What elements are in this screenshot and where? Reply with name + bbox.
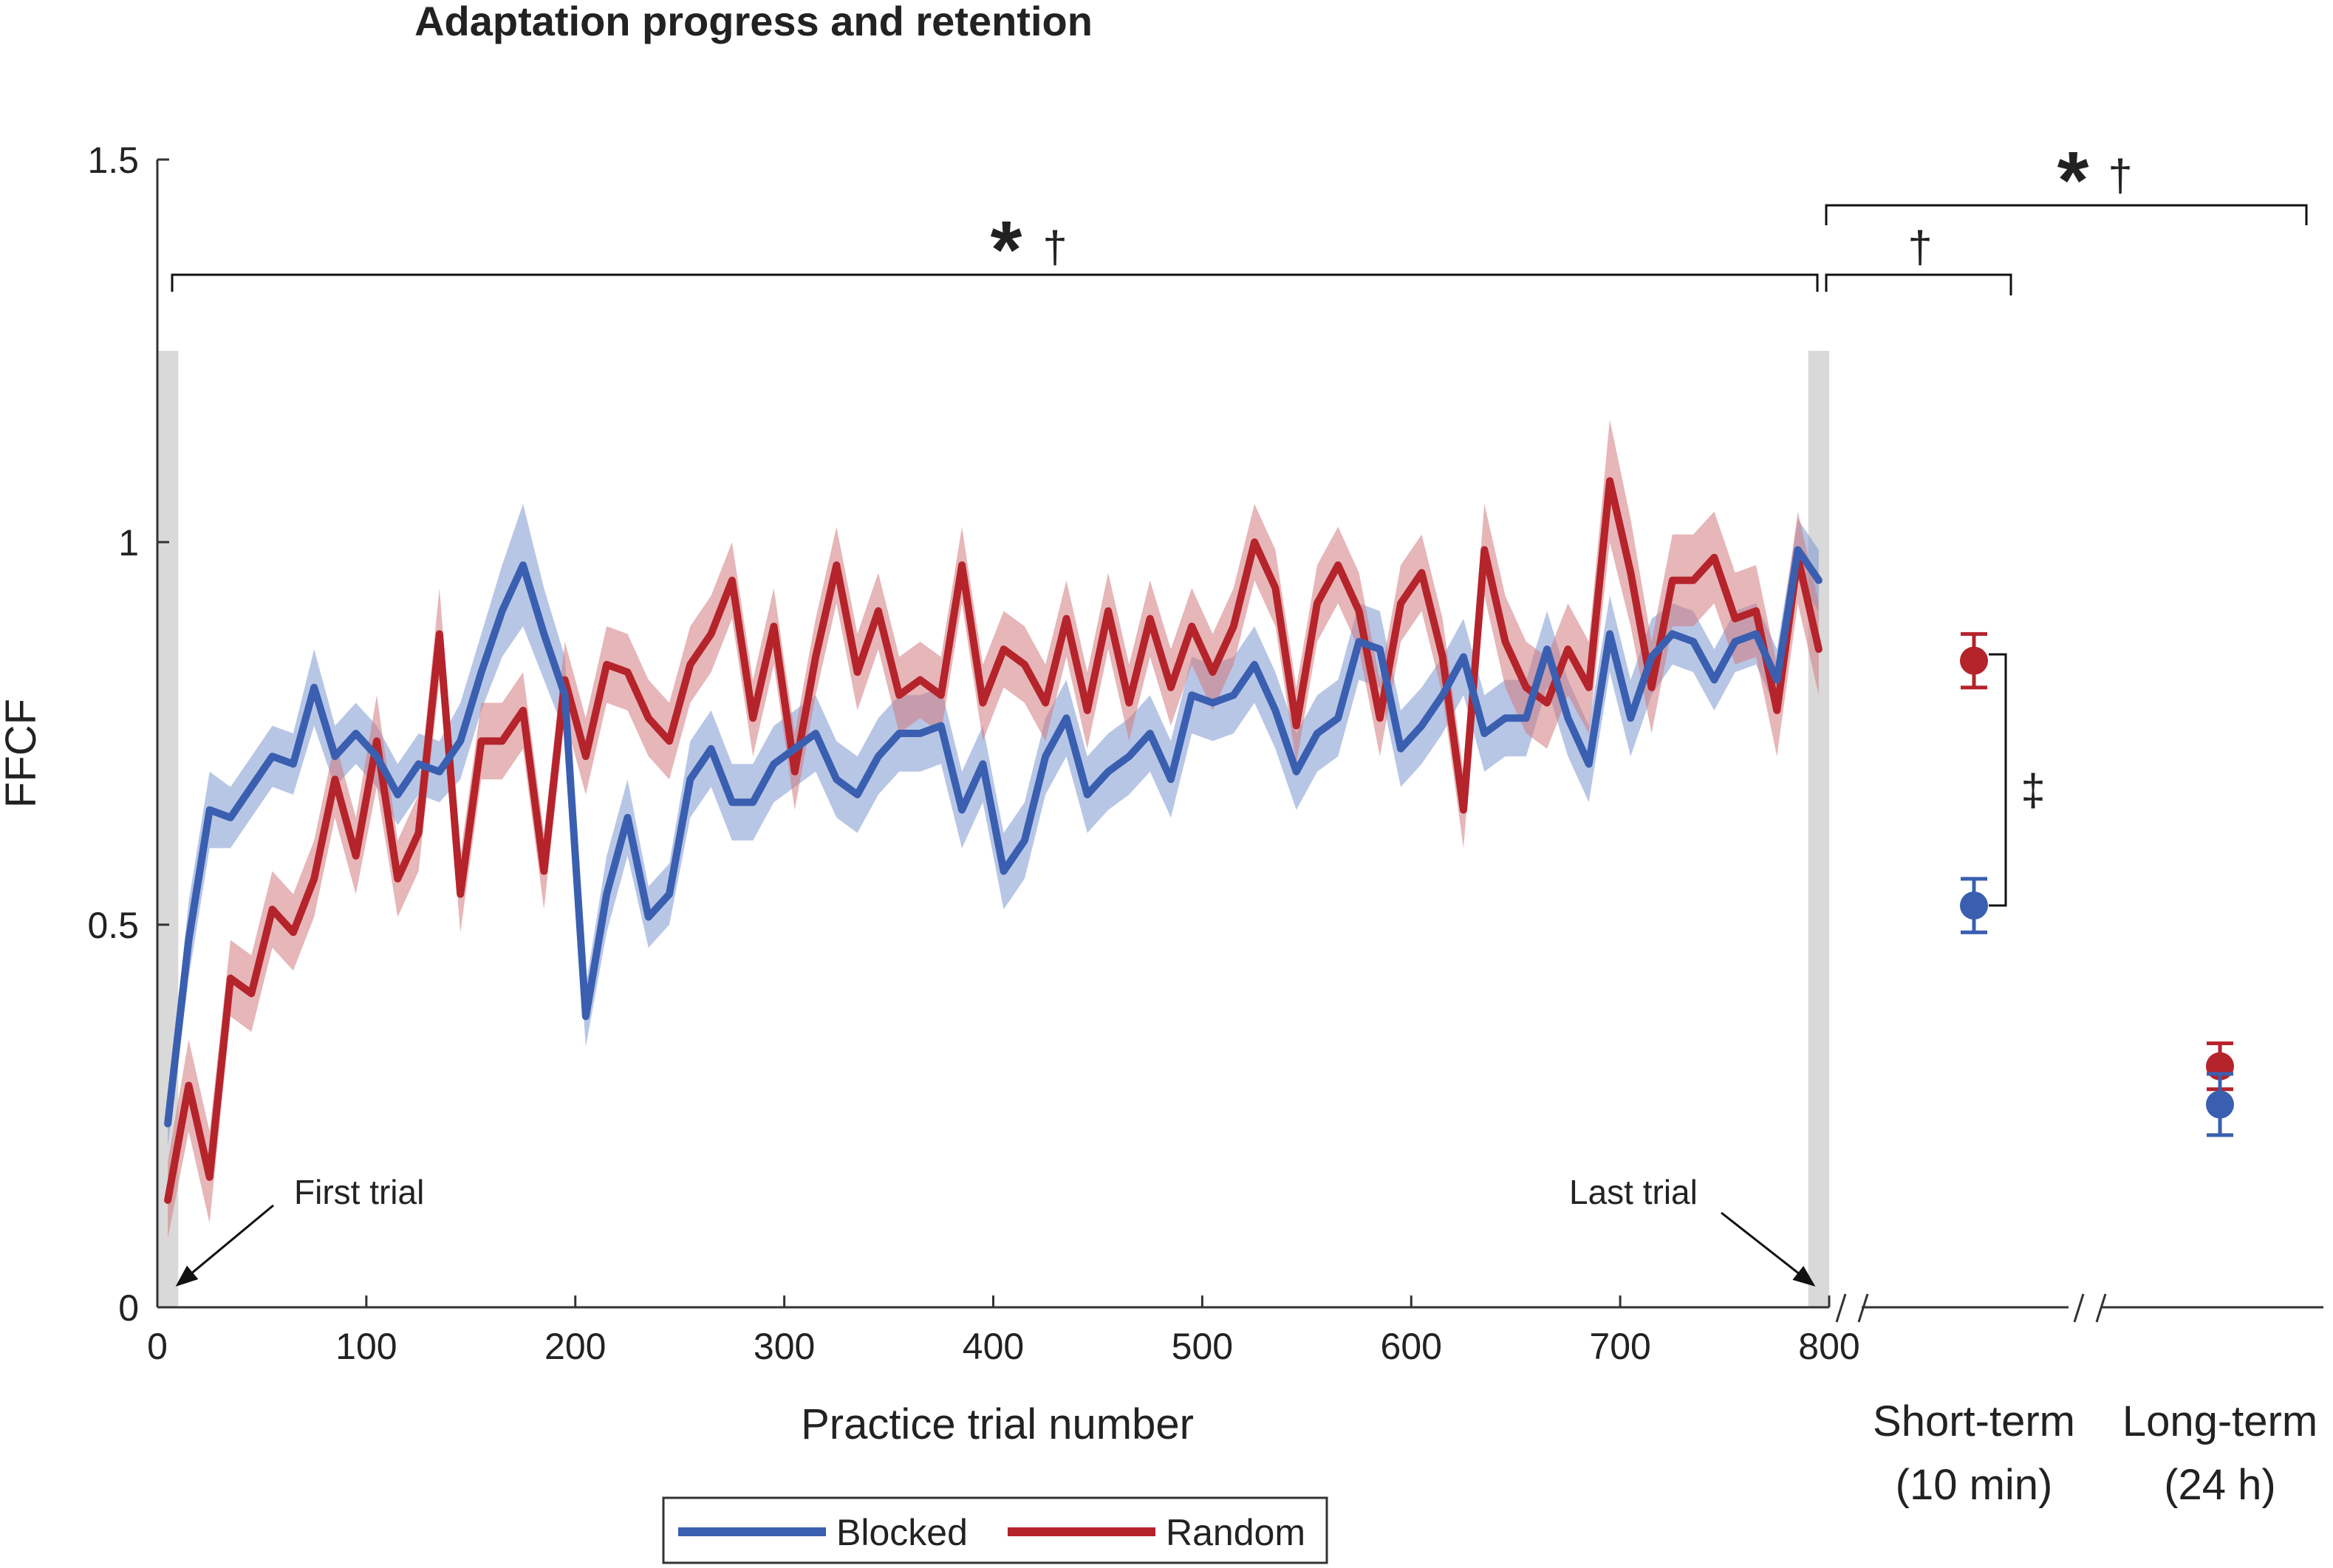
- axis-break-2: [2073, 1293, 2107, 1323]
- last-trial-arrow: [1721, 1211, 1816, 1287]
- long-term-star: *: [2057, 135, 2089, 226]
- first-trial-arrow: [175, 1204, 274, 1287]
- short-term-label: Short-term: [1873, 1397, 2075, 1445]
- y-ticks: 0 0.5 1 1.5: [87, 140, 169, 1329]
- short-term-bracket: [1825, 273, 2012, 295]
- practice-dagger: †: [1042, 222, 1067, 272]
- x-tick-label: 400: [963, 1326, 1024, 1367]
- y-tick-label: 0.5: [87, 905, 139, 946]
- legend-blocked-label: Blocked: [836, 1512, 968, 1553]
- random-series-line: [164, 477, 1823, 1204]
- x-tick-label: 0: [147, 1326, 168, 1367]
- blocked-series-line: [164, 546, 1823, 1128]
- y-axis-label: FFCF: [0, 699, 45, 808]
- y-tick-label: 1.5: [87, 140, 139, 181]
- x-tick-label: 500: [1172, 1326, 1233, 1367]
- retention-bracket: [1989, 653, 2007, 907]
- x-tick-label: 300: [754, 1326, 815, 1367]
- y-tick-label: 1: [118, 522, 139, 564]
- legend-random-label: Random: [1166, 1512, 1305, 1553]
- retention-points: [1960, 631, 2234, 1137]
- chart-title: Adaptation progress and retention: [414, 0, 1093, 44]
- practice-bracket: [171, 273, 1819, 292]
- axis-break-1: [1835, 1293, 1869, 1323]
- x-tick-label: 200: [544, 1326, 606, 1367]
- x-tick-label: 800: [1798, 1326, 1859, 1367]
- x-axis-label: Practice trial number: [801, 1400, 1194, 1448]
- y-tick-label: 0: [118, 1287, 139, 1329]
- short-term-dagger: †: [1907, 222, 1932, 272]
- retention-double-dagger: ‡: [2021, 765, 2045, 815]
- x-tick-label: 700: [1589, 1326, 1650, 1367]
- long-term-sublabel: (24 h): [2164, 1461, 2276, 1509]
- long-term-bracket: [1825, 204, 2308, 225]
- series-lines: [164, 477, 1823, 1204]
- long-term-dagger: †: [2108, 151, 2132, 200]
- first-trial-label: First trial: [294, 1173, 424, 1211]
- x-tick-label: 100: [335, 1326, 397, 1367]
- long-term-label: Long-term: [2122, 1397, 2317, 1445]
- shaded-region-2: [1808, 351, 1829, 1307]
- blocked-retention-point: [2206, 1090, 2234, 1119]
- last-trial-label: Last trial: [1569, 1173, 1698, 1211]
- short-term-sublabel: (10 min): [1896, 1461, 2053, 1509]
- x-ticks: 0 100 200 300 400 500 600 700 800: [147, 1295, 1860, 1367]
- blocked-retention-point: [1960, 891, 1988, 920]
- random-retention-point: [1960, 646, 1988, 675]
- x-tick-label: 600: [1381, 1326, 1442, 1367]
- practice-star: *: [991, 205, 1022, 295]
- legend: Blocked Random: [662, 1496, 1328, 1564]
- random-confidence-band: [168, 420, 1819, 1239]
- shaded-regions: [157, 351, 1829, 1307]
